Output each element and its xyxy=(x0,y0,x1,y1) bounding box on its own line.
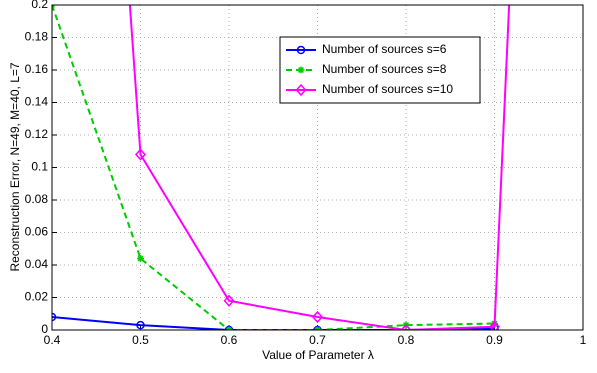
marker-shape xyxy=(296,45,306,55)
marker xyxy=(136,320,145,330)
marker xyxy=(52,312,57,322)
y-tick-label: 0.16 xyxy=(25,62,49,76)
x-axis-label: Value of Parameter λ xyxy=(262,348,374,362)
marker xyxy=(137,255,144,262)
x-tick-label: 0.8 xyxy=(398,333,415,347)
marker xyxy=(223,294,235,307)
legend-label: Number of sources s=8 xyxy=(322,62,447,76)
series-line xyxy=(52,5,495,330)
marker xyxy=(295,83,307,97)
plot-frame xyxy=(51,4,584,331)
y-tick-label: 0.04 xyxy=(25,257,49,271)
series-line xyxy=(128,5,511,330)
x-tick-label: 0.4 xyxy=(44,333,61,347)
y-tick-label: 0.06 xyxy=(25,225,49,239)
marker-shape xyxy=(136,320,145,330)
marker-shape xyxy=(223,294,235,307)
x-tick-label: 0.5 xyxy=(132,333,149,347)
y-tick-label: 0.18 xyxy=(25,30,49,44)
marker-shape xyxy=(311,310,324,324)
legend: Number of sources s=6 Number of sources s… xyxy=(279,36,481,104)
marker-shape xyxy=(137,255,144,262)
marker xyxy=(488,320,501,330)
marker-shape xyxy=(295,83,307,97)
y-tick-label: 0.2 xyxy=(31,0,48,11)
y-tick-label: 0.12 xyxy=(25,127,49,141)
legend-label: Number of sources s=6 xyxy=(322,42,447,56)
legend-label: Number of sources s=10 xyxy=(322,82,453,96)
marker xyxy=(400,323,412,330)
marker-shape xyxy=(134,148,147,161)
x-tick-label: 1 xyxy=(580,333,587,347)
y-tick-label: 0.14 xyxy=(25,95,49,109)
y-tick-label: 0 xyxy=(41,322,48,336)
marker xyxy=(134,148,147,161)
x-tick-label: 0.9 xyxy=(486,333,503,347)
y-tick-label: 0.08 xyxy=(25,192,49,206)
y-tick-label: 0.1 xyxy=(31,160,48,174)
marker xyxy=(311,310,324,324)
marker-shape xyxy=(297,66,305,74)
marker-shape xyxy=(488,320,501,330)
x-tick-label: 0.6 xyxy=(221,333,238,347)
y-axis-label: Reconstruction Error, N=49, M=40, L=7 xyxy=(8,62,22,271)
legend-box xyxy=(279,36,481,104)
marker-shape xyxy=(52,312,57,322)
marker-shape xyxy=(400,323,412,330)
y-tick-label: 0.02 xyxy=(25,290,49,304)
marker xyxy=(296,45,306,55)
marker xyxy=(297,66,305,74)
x-tick-label: 0.7 xyxy=(309,333,326,347)
